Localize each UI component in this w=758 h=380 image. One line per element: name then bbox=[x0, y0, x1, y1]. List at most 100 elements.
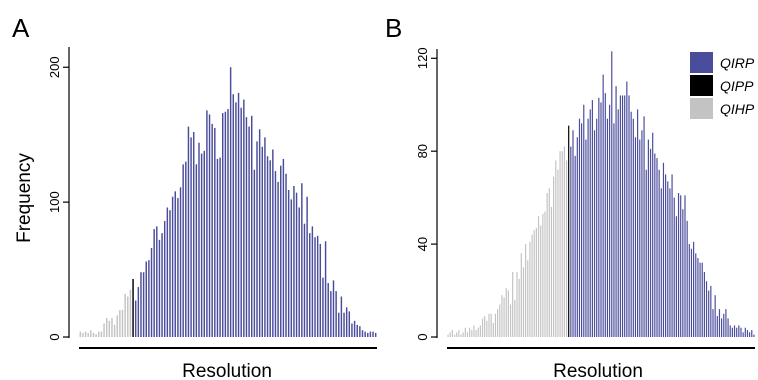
bar-qihp bbox=[520, 253, 522, 337]
bar-qihp bbox=[553, 176, 555, 337]
bar-qirp bbox=[604, 93, 606, 337]
bar-qirp bbox=[753, 334, 755, 337]
bar-qihp bbox=[108, 320, 111, 337]
panel-a: A Frequency 0 100 200 Resolution bbox=[12, 13, 377, 380]
bar-qihp bbox=[537, 216, 540, 337]
bar-qirp bbox=[639, 139, 641, 337]
bar-qirp bbox=[258, 129, 261, 337]
bar-qirp bbox=[606, 118, 609, 338]
bar-qihp bbox=[95, 334, 97, 337]
bar-qirp bbox=[340, 296, 343, 337]
bar-qirp bbox=[335, 291, 337, 337]
bar-qirp bbox=[723, 313, 725, 337]
bar-qirp bbox=[211, 123, 213, 337]
bar-qirp bbox=[185, 161, 187, 337]
bar-qirp bbox=[324, 241, 327, 337]
bar-qihp bbox=[557, 169, 559, 337]
bar-qihp bbox=[531, 234, 533, 337]
bar-qihp bbox=[518, 278, 520, 337]
panel-b-letter: B bbox=[385, 13, 402, 43]
bar-qirp bbox=[570, 146, 572, 337]
bar-qirp bbox=[665, 174, 667, 337]
bar-qirp bbox=[280, 165, 282, 337]
bar-qirp bbox=[671, 174, 673, 337]
legend-label-qipp: QIPP bbox=[720, 78, 754, 94]
bar-qirp bbox=[576, 137, 578, 337]
bar-qirp bbox=[602, 74, 604, 338]
bar-qirp bbox=[222, 113, 224, 337]
bar-qirp bbox=[148, 260, 150, 337]
bar-qirp bbox=[190, 137, 192, 337]
bar-qirp bbox=[330, 291, 332, 337]
bar-qirp bbox=[251, 115, 253, 337]
bar-qihp bbox=[129, 289, 132, 337]
bar-qirp bbox=[345, 307, 348, 337]
bar-qirp bbox=[156, 226, 158, 337]
bar-qirp bbox=[574, 155, 576, 337]
bar-qihp bbox=[544, 211, 546, 337]
bar-qihp bbox=[494, 313, 497, 337]
bar-qihp bbox=[488, 313, 490, 337]
bar-qirp bbox=[667, 181, 669, 337]
bar-qihp bbox=[490, 313, 492, 337]
bar-qihp bbox=[503, 297, 505, 337]
legend-swatch-qipp bbox=[690, 75, 713, 96]
legend-swatch-qirp bbox=[690, 52, 713, 73]
bar-qirp bbox=[253, 169, 256, 337]
bar-qirp bbox=[287, 189, 290, 337]
bar-qirp bbox=[240, 107, 242, 337]
bar-qirp bbox=[229, 67, 232, 337]
bar-qirp bbox=[744, 327, 746, 337]
bar-qirp bbox=[282, 158, 285, 337]
bar-qirp bbox=[356, 324, 358, 337]
bar-qihp bbox=[527, 260, 529, 337]
bar-qirp bbox=[645, 169, 647, 337]
bar-qirp bbox=[182, 164, 184, 337]
bar-qirp bbox=[628, 95, 630, 337]
legend-swatch-qihp bbox=[690, 98, 713, 119]
bar-qirp bbox=[237, 92, 240, 337]
bar-qirp bbox=[624, 95, 626, 337]
bar-qirp bbox=[235, 102, 237, 337]
bar-qirp bbox=[703, 271, 705, 337]
bar-qirp bbox=[615, 86, 617, 337]
bar-qirp bbox=[600, 102, 602, 337]
bar-qirp bbox=[721, 318, 723, 337]
bar-qihp bbox=[481, 318, 484, 337]
bar-qirp bbox=[684, 195, 686, 337]
bar-qirp bbox=[742, 332, 744, 337]
bar-qipp bbox=[568, 125, 570, 338]
bar-qirp bbox=[192, 131, 195, 337]
bar-qirp bbox=[598, 97, 600, 338]
bar-qirp bbox=[729, 325, 731, 337]
bar-qirp bbox=[695, 253, 697, 337]
bar-qirp bbox=[725, 309, 727, 337]
bar-qirp bbox=[200, 153, 203, 337]
bar-qirp bbox=[264, 137, 266, 337]
bar-qihp bbox=[473, 325, 475, 337]
bar-qirp bbox=[322, 277, 324, 337]
bar-qirp bbox=[751, 330, 753, 337]
bar-qirp bbox=[134, 300, 137, 337]
bar-qihp bbox=[535, 227, 537, 337]
bar-qihp bbox=[119, 310, 121, 337]
bar-qihp bbox=[111, 318, 113, 337]
bar-qihp bbox=[464, 327, 466, 337]
bar-qihp bbox=[533, 230, 535, 337]
bar-qirp bbox=[290, 199, 293, 337]
bar-qihp bbox=[113, 324, 116, 337]
bar-qirp bbox=[158, 239, 161, 337]
bar-qirp bbox=[195, 164, 198, 337]
y-tick-label: 200 bbox=[47, 56, 62, 78]
bar-qirp bbox=[243, 99, 245, 337]
legend: QIRP QIPP QIHP bbox=[690, 52, 755, 119]
bar-qihp bbox=[449, 332, 451, 337]
bar-qirp bbox=[697, 258, 699, 337]
bar-qirp bbox=[634, 137, 637, 337]
bar-qihp bbox=[82, 332, 84, 337]
bar-qihp bbox=[456, 332, 458, 337]
bar-qirp bbox=[153, 229, 155, 337]
bar-qirp bbox=[348, 311, 351, 337]
bar-qirp bbox=[198, 142, 200, 337]
panel-a-bars bbox=[79, 67, 377, 338]
